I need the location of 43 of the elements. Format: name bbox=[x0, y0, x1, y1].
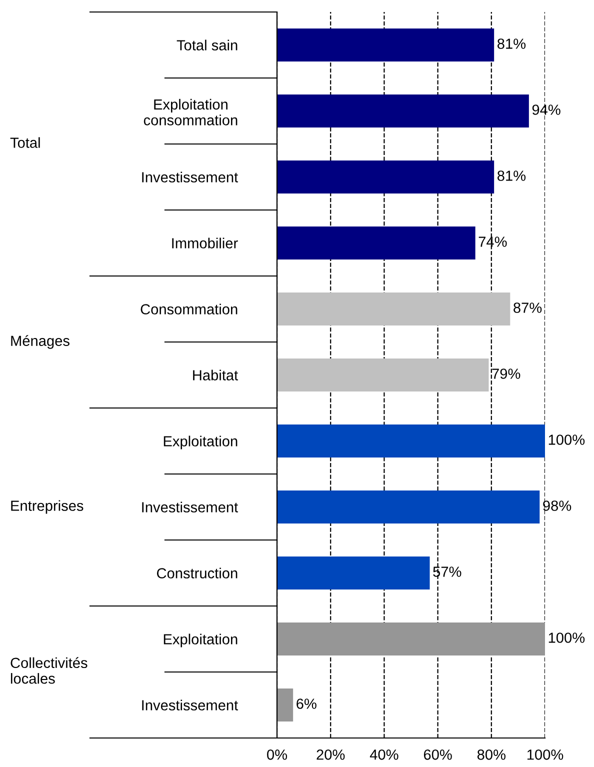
text: Ménages bbox=[11, 335, 70, 349]
data-label: 74% bbox=[478, 236, 507, 247]
x-tick-label: 100% bbox=[527, 749, 564, 760]
data-label: 81% bbox=[497, 38, 526, 49]
bar bbox=[277, 358, 489, 392]
bar bbox=[277, 490, 540, 524]
bar bbox=[277, 226, 476, 260]
bar bbox=[277, 424, 545, 458]
y-tick-label: Investissement bbox=[142, 502, 238, 512]
bar bbox=[277, 94, 529, 128]
y-tick-label: Construction bbox=[156, 568, 238, 578]
y-tick-label: Investissement bbox=[142, 172, 238, 182]
x-tick-label: 20% bbox=[316, 749, 345, 760]
data-label: 87% bbox=[514, 302, 542, 313]
data-label: 6% bbox=[296, 698, 316, 709]
y-tick-label: Exploitation consommation bbox=[144, 98, 238, 126]
x-tick-label: 0% bbox=[267, 749, 288, 760]
y-tick-label: Consommation bbox=[140, 304, 238, 314]
data-label: 81% bbox=[497, 170, 526, 181]
bar bbox=[277, 160, 494, 194]
x-tick-label: 60% bbox=[424, 749, 452, 760]
x-tick-label: 40% bbox=[370, 749, 398, 760]
x-tick-label: 80% bbox=[477, 749, 506, 760]
text: Entreprises bbox=[11, 500, 84, 514]
bar bbox=[277, 688, 294, 722]
data-label: 79% bbox=[492, 368, 520, 379]
y-tick-label: Investissement bbox=[142, 700, 238, 710]
data-label: 98% bbox=[543, 500, 572, 511]
data-label: 100% bbox=[548, 434, 585, 445]
bar bbox=[277, 28, 494, 62]
text: Collectivités locales bbox=[10, 657, 88, 684]
y-tick-label: Total sain bbox=[176, 40, 238, 50]
bar bbox=[277, 556, 430, 590]
text: Total bbox=[10, 137, 40, 148]
data-label: 94% bbox=[532, 104, 560, 115]
data-label: 100% bbox=[548, 632, 585, 643]
bar bbox=[277, 292, 510, 326]
y-tick-label: Exploitation bbox=[164, 436, 238, 450]
y-tick-label: Exploitation bbox=[164, 634, 238, 648]
y-tick-label: Immobilier bbox=[172, 238, 238, 248]
y-tick-label: Habitat bbox=[193, 370, 238, 380]
data-label: 57% bbox=[433, 566, 462, 577]
bar bbox=[277, 622, 545, 656]
